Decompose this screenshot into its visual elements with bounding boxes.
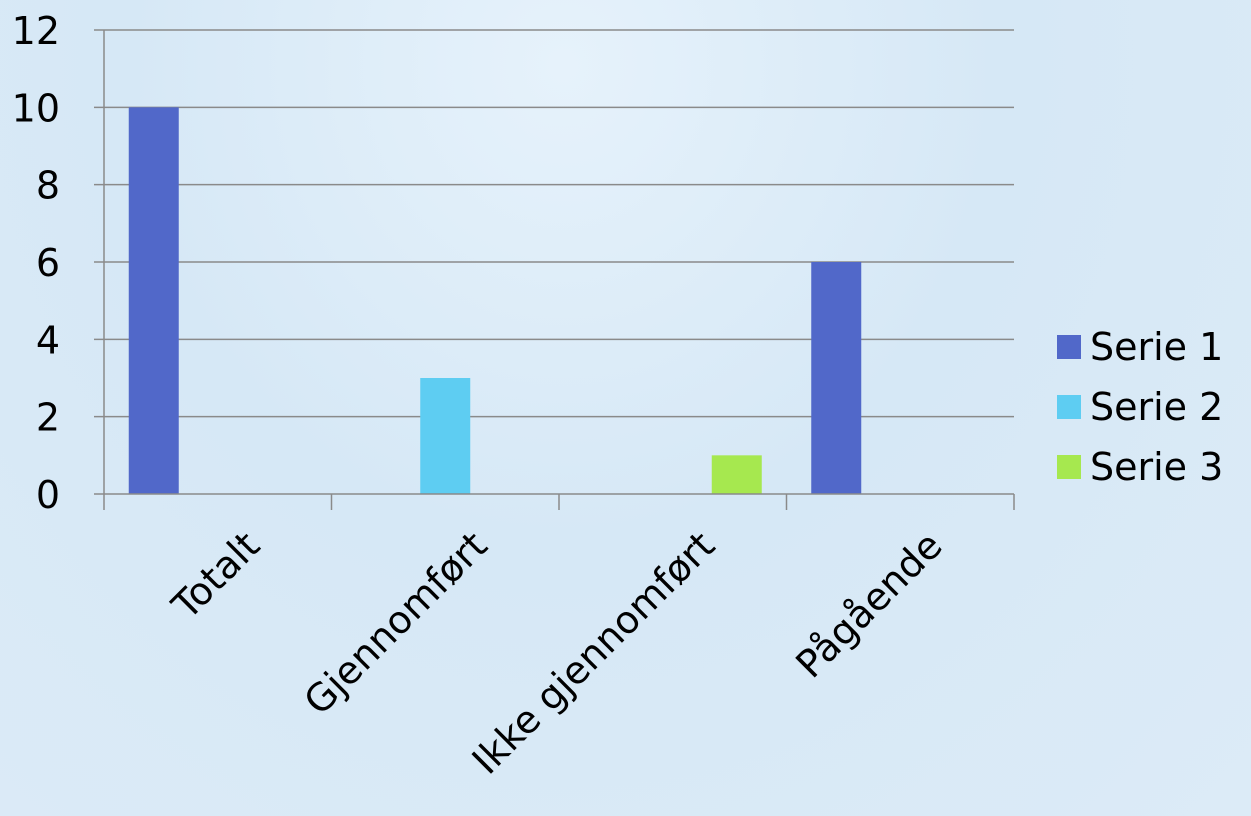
bar [811,262,862,494]
legend-swatch [1057,395,1081,419]
axes [94,30,1015,510]
bars [128,107,862,494]
bar [711,455,762,494]
y-tick-label: 0 [36,473,60,517]
y-tick-label: 12 [12,9,60,53]
gridlines [94,29,1014,418]
legend: Serie 1 Serie 2 Serie 3 [1057,325,1223,489]
y-tick-label: 6 [36,241,60,285]
x-tick-label: Gjennomført [296,523,496,723]
bar [128,107,179,494]
y-tick-label: 10 [12,86,60,130]
bar [420,378,471,494]
x-tick-label: Pågående [787,523,950,686]
legend-label: Serie 1 [1090,325,1223,369]
legend-swatch [1057,335,1081,359]
legend-label: Serie 2 [1090,385,1223,429]
x-tick-label: Ikke gjennomført [464,523,723,782]
y-tick-label: 4 [36,318,60,362]
legend-label: Serie 3 [1090,445,1223,489]
y-tick-label: 8 [36,164,60,208]
legend-swatch [1057,455,1081,479]
y-axis-ticks: 0 2 4 6 8 10 12 [12,9,60,517]
x-tick-label: Totalt [163,523,268,628]
y-tick-label: 2 [36,396,60,440]
